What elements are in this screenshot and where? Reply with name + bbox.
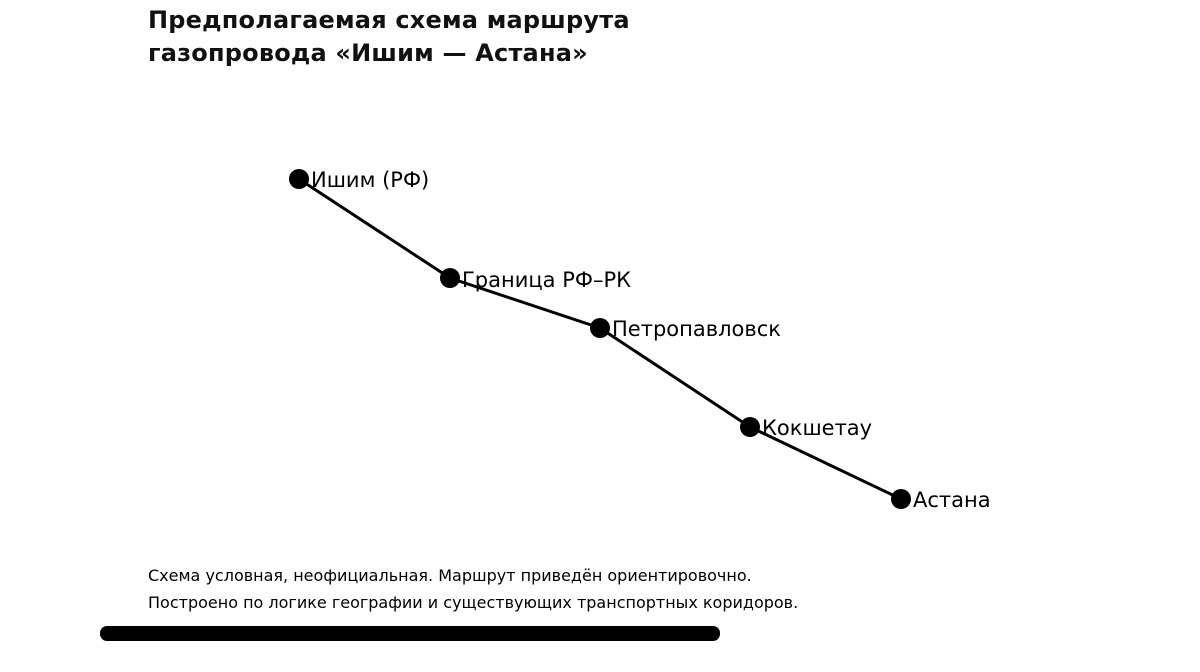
node-label-petropavlovsk: Петропавловск xyxy=(612,317,781,341)
node-dot-petropavlovsk xyxy=(590,318,610,338)
node-dot-granitsa xyxy=(440,268,460,288)
node-dot-ishim xyxy=(289,169,309,189)
figure-title-line2: газопровода «Ишим — Астана» xyxy=(148,39,588,67)
node-label-granitsa: Граница РФ–РК xyxy=(462,268,632,292)
node-dot-kokshetau xyxy=(740,417,760,437)
figure-footnote-line2: Построено по логике географии и существу… xyxy=(148,593,799,612)
bottom-black-bar xyxy=(100,626,720,641)
figure-footnote: Схема условная, неофициальная. Маршрут п… xyxy=(148,562,798,616)
node-dot-astana xyxy=(891,489,911,509)
node-label-kokshetau: Кокшетау xyxy=(762,416,873,440)
route-line xyxy=(298,177,902,501)
node-label-astana: Астана xyxy=(913,488,991,512)
figure-footnote-line1: Схема условная, неофициальная. Маршрут п… xyxy=(148,566,752,585)
node-label-ishim: Ишим (РФ) xyxy=(311,168,430,192)
figure-title: Предполагаемая схема маршрута газопровод… xyxy=(148,4,630,70)
figure-title-line1: Предполагаемая схема маршрута xyxy=(148,6,630,34)
